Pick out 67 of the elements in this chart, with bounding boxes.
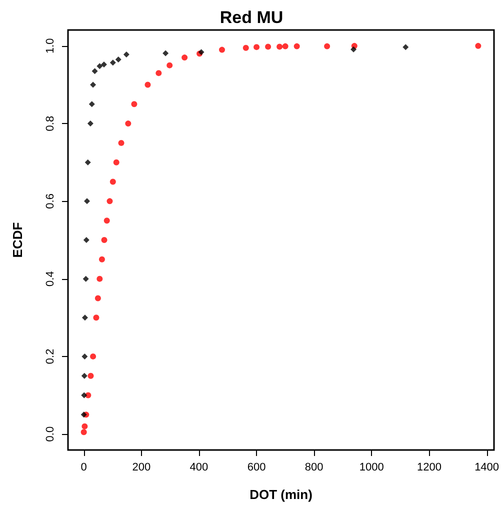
- point: [82, 314, 88, 321]
- point: [144, 82, 151, 88]
- x-tick-label: 600: [247, 462, 266, 474]
- point: [125, 120, 132, 127]
- point: [219, 46, 225, 53]
- x-tick-label: 1000: [359, 462, 384, 474]
- y-tick-label: 1.0: [44, 38, 56, 54]
- point: [84, 159, 91, 166]
- x-tick-label: 1400: [474, 462, 500, 474]
- point: [110, 178, 116, 185]
- y-tick-label: 0.8: [44, 116, 56, 132]
- point: [113, 159, 120, 166]
- point: [294, 43, 300, 50]
- point: [282, 43, 288, 50]
- y-axis-title: ECDF: [10, 222, 25, 258]
- point: [81, 372, 88, 379]
- point: [94, 295, 101, 302]
- point: [156, 70, 162, 76]
- point: [475, 42, 482, 49]
- y-tick-label: 0.0: [44, 426, 56, 442]
- point: [324, 43, 330, 50]
- point: [90, 353, 96, 360]
- chart-title: Red MU: [220, 8, 284, 27]
- x-tick-label: 0: [80, 462, 87, 474]
- point: [87, 120, 94, 127]
- point: [265, 44, 272, 50]
- point: [166, 62, 173, 68]
- point: [101, 237, 108, 243]
- point: [93, 314, 100, 321]
- point: [242, 44, 249, 51]
- point: [82, 423, 88, 430]
- point: [118, 140, 124, 146]
- point: [115, 56, 122, 62]
- point: [82, 276, 89, 282]
- point: [82, 353, 88, 360]
- point: [83, 237, 90, 243]
- x-tick-label: 400: [190, 462, 208, 474]
- point: [96, 276, 103, 282]
- point: [106, 198, 113, 204]
- point: [276, 44, 283, 50]
- point: [81, 392, 88, 398]
- point: [162, 50, 169, 56]
- x-axis-title: DOT (min): [250, 487, 312, 502]
- point: [88, 372, 94, 379]
- point: [182, 54, 188, 61]
- x-tick-label: 200: [132, 462, 151, 474]
- point: [84, 198, 90, 204]
- point: [100, 62, 107, 68]
- point: [123, 51, 130, 58]
- point: [104, 218, 110, 224]
- point: [350, 46, 357, 52]
- point: [88, 101, 95, 108]
- point: [254, 44, 260, 50]
- y-tick-label: 0.6: [44, 194, 56, 209]
- y-tick-label: 0.4: [44, 271, 56, 286]
- point: [402, 44, 409, 50]
- point: [131, 101, 138, 108]
- x-tick-label: 1200: [416, 462, 442, 474]
- point: [80, 429, 87, 436]
- x-tick-label: 800: [304, 462, 324, 474]
- point: [92, 68, 98, 74]
- point: [98, 256, 105, 262]
- point: [90, 82, 96, 88]
- point: [80, 412, 87, 418]
- point: [96, 63, 103, 70]
- y-tick-label: 0.2: [44, 348, 56, 364]
- point: [110, 60, 116, 66]
